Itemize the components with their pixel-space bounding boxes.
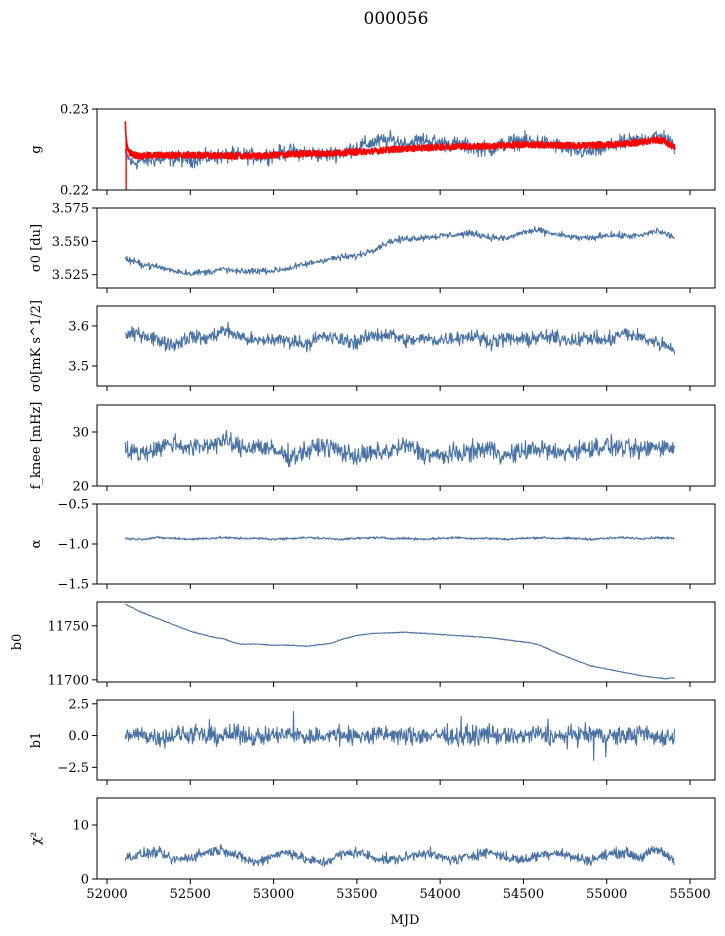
y-tick-label: 0.22 [60, 184, 89, 199]
x-tick-label: 53000 [253, 887, 294, 902]
panel-sigma0-mk: 3.5 3.6 σ0[mK s^1/2] [29, 300, 716, 392]
y-axis-label-sigma0-mk: σ0[mK s^1/2] [29, 300, 44, 392]
y-axis-label-b0: b0 [10, 634, 25, 651]
panel-chi2: 52000 52500 53000 53500 54000 54500 55000 55500… [29, 797, 716, 902]
x-tick-label: 52000 [86, 887, 127, 902]
panel-b0: 11700 11750 b0 [10, 601, 716, 688]
y-tick-label: −1.0 [57, 538, 89, 553]
y-tick-label: 11750 [48, 619, 89, 634]
y-tick-label: 3.575 [52, 202, 89, 217]
panel-b1: −2.5 0.0 2.5 b1 [29, 697, 716, 785]
y-axis-label-alpha: α [29, 539, 44, 548]
y-axis-label-chi2: χ² [29, 832, 44, 845]
data-line-sigma0-mk [124, 321, 676, 355]
y-tick-label: −0.5 [57, 498, 89, 513]
fit-line-g [124, 121, 676, 160]
x-tick-label: 53500 [336, 887, 377, 902]
y-tick-label: 0.23 [60, 103, 89, 118]
y-tick-label: 30 [72, 426, 89, 441]
axes-frame [96, 699, 716, 781]
y-tick-label: 3.6 [68, 320, 89, 335]
axes-frame [96, 305, 716, 387]
y-tick-label: −2.5 [57, 761, 89, 776]
data-line-b0 [125, 603, 675, 680]
x-tick-label: 55500 [669, 887, 710, 902]
y-tick-label: 10 [72, 819, 89, 834]
data-line-sigma0-du [124, 226, 675, 277]
y-tick-label: 11700 [48, 673, 89, 688]
y-tick-label: 3.5 [68, 360, 89, 375]
axes-frame [96, 404, 716, 487]
y-tick-label: 20 [72, 480, 89, 495]
axes-frame [96, 797, 716, 880]
x-tick-label: 54000 [419, 887, 460, 902]
axes-frame [96, 207, 716, 289]
figure-title: 000056 [364, 9, 429, 29]
y-axis-label-b1: b1 [29, 732, 44, 749]
y-tick-label: 3.525 [52, 268, 89, 283]
y-axis-label-g: g [29, 145, 44, 153]
y-tick-label: 2.5 [68, 697, 89, 712]
y-tick-label: 0.0 [68, 729, 89, 744]
y-tick-label: 0 [81, 873, 89, 888]
panels: 0.22 0.23 g 3.525 3.550 3.575 σ0 [du] 3.5 3.6 σ0[… [10, 103, 716, 902]
x-tick-label: 54500 [503, 887, 544, 902]
axes-frame [96, 108, 716, 191]
data-line-chi2 [124, 843, 675, 868]
data-line-f-knee [124, 429, 676, 468]
y-axis-label-f-knee: f_knee [mHz] [29, 402, 44, 490]
panel-g: 0.22 0.23 g [29, 103, 716, 199]
x-tick-label: 55000 [586, 887, 627, 902]
y-tick-label: −1.5 [57, 578, 89, 593]
panel-f-knee: 20 30 f_knee [mHz] [29, 402, 716, 495]
x-tick-label: 52500 [170, 887, 211, 902]
data-line-b1 [124, 711, 676, 761]
y-tick-label: 3.550 [52, 235, 89, 250]
axes-frame [96, 503, 716, 585]
panel-alpha: −1.5 −1.0 −0.5 α [29, 498, 716, 593]
x-axis-label: MJD [391, 913, 420, 928]
y-axis-label-sigma0-du: σ0 [du] [29, 224, 44, 272]
axes-frame [96, 601, 716, 683]
data-line-alpha [124, 535, 675, 541]
panel-sigma0-du: 3.525 3.550 3.575 σ0 [du] [29, 202, 716, 293]
